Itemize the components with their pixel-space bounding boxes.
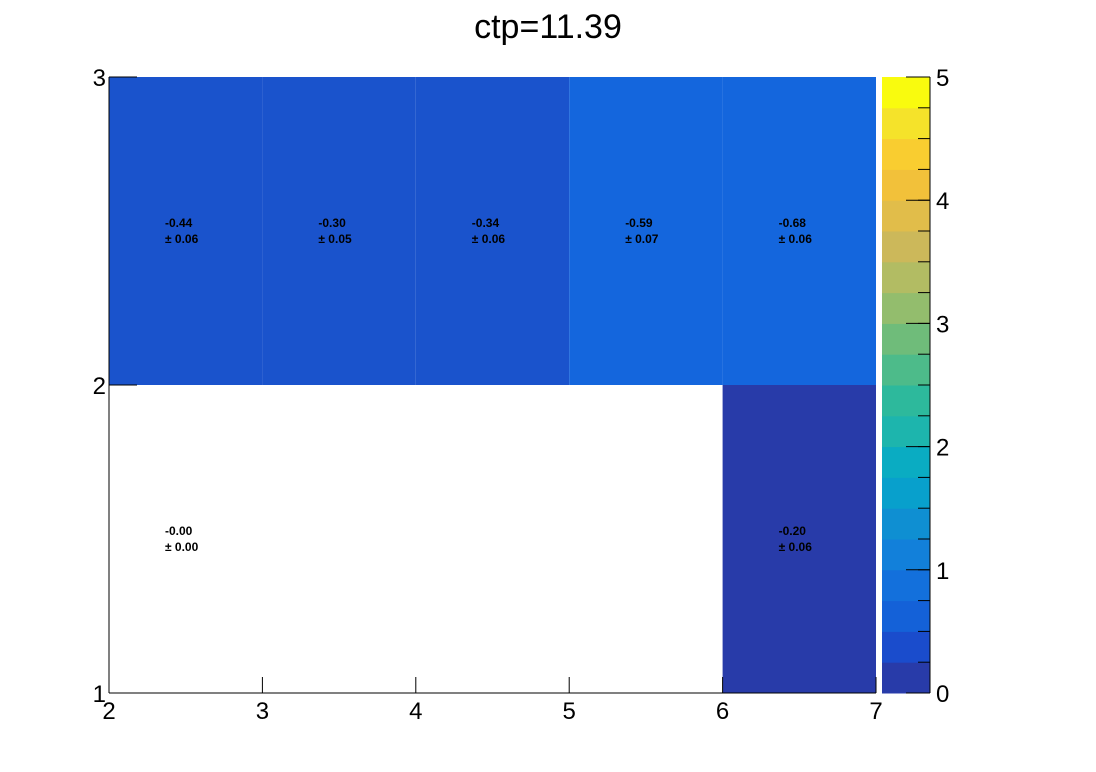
palette-swatch [882,107,930,140]
heatmap-cell [109,77,263,385]
heatmap-cell [722,385,876,693]
cell-value-label: -0.44 [165,216,193,230]
y-tick-label: 2 [93,373,106,400]
palette-swatch [882,631,930,663]
cell-labels: -0.44 ± 0.06 -0.30 ± 0.05 -0.34 ± 0.06 -0.59 ± … [165,216,812,554]
palette-swatch [882,354,930,386]
x-tick-label: 6 [716,698,729,725]
palette-swatch [882,415,930,448]
x-tick-label: 7 [869,698,882,725]
palette-swatch [882,231,930,263]
palette-tick-label: 3 [936,311,949,338]
palette-swatch [882,292,930,324]
cell-value-label: -0.30 [318,216,346,230]
palette-swatch [882,600,930,632]
y-tick-label: 3 [93,65,106,92]
palette-swatch [882,200,930,232]
heatmap-cell [569,77,723,385]
palette-swatch [882,569,930,602]
cell-error-label: ± 0.00 [165,540,199,554]
palette-swatch [882,508,930,540]
cell-error-label: ± 0.06 [779,540,813,554]
palette-swatch [882,77,930,109]
cell-error-label: ± 0.07 [625,232,659,246]
cell-value-label: -0.59 [625,216,653,230]
palette-tick-label: 0 [936,681,949,708]
cell-value-label: -0.34 [472,216,500,230]
cell-value-label: -0.00 [165,524,193,538]
palette-swatch [882,169,930,201]
palette-tick-label: 5 [936,65,949,92]
palette-tick-label: 2 [936,435,949,462]
cell-error-label: ± 0.06 [165,232,199,246]
palette-swatch [882,539,930,571]
heatmap-cell [109,385,263,693]
palette-tick-label: 4 [936,188,949,215]
cell-value-label: -0.20 [779,524,807,538]
x-tick-label: 2 [102,698,115,725]
cell-error-label: ± 0.06 [779,232,813,246]
palette-swatch [882,446,930,478]
palette-swatch [882,662,930,694]
palette-swatch [882,138,930,170]
color-palette: 0 1 2 3 4 5 [882,65,949,708]
x-tick-label: 5 [563,698,576,725]
heatmap-cell [262,77,416,385]
heatmap-cells [109,77,876,693]
x-tick-label: 3 [256,698,269,725]
y-tick-label: 1 [93,681,106,708]
palette-tick-label: 1 [936,558,949,585]
x-tick-label: 4 [409,698,422,725]
palette-swatch [882,323,930,355]
cell-error-label: ± 0.06 [472,232,506,246]
cell-value-label: -0.68 [779,216,807,230]
palette-swatch [882,477,930,509]
cell-error-label: ± 0.05 [318,232,352,246]
chart-title: ctp=11.39 [474,8,622,46]
heatmap-cell [722,77,876,385]
palette-swatch [882,261,930,294]
palette-swatch [882,385,930,417]
heatmap-cell [415,77,570,385]
